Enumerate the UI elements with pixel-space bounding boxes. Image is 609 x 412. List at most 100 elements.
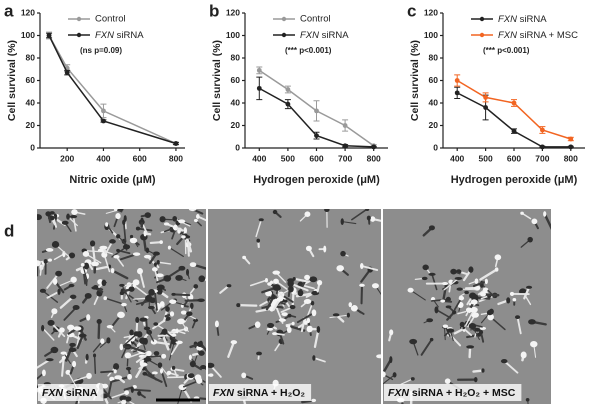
cell-body xyxy=(454,276,463,281)
cell-process xyxy=(208,374,213,377)
y-tick-label: 100 xyxy=(21,30,35,40)
cell-body xyxy=(316,279,323,286)
cell-process xyxy=(155,323,172,334)
annotation: (*** p<0.001) xyxy=(285,46,332,55)
cell-body xyxy=(543,211,547,217)
cell-body xyxy=(156,259,160,265)
cell-body xyxy=(256,351,262,356)
data-point xyxy=(101,118,106,124)
cell-process xyxy=(185,235,193,253)
cell-body xyxy=(350,304,358,312)
cell-process xyxy=(255,307,273,313)
cell-body xyxy=(84,292,92,299)
cell-body xyxy=(132,282,136,289)
cell-process xyxy=(430,298,450,302)
cell-body xyxy=(50,346,59,354)
cell-body xyxy=(37,260,41,267)
y-tick-label: 100 xyxy=(424,30,438,40)
cell-process xyxy=(107,378,113,397)
cell-body xyxy=(359,283,365,287)
y-axis-label: Cell survival (%) xyxy=(409,40,421,121)
cell-body xyxy=(494,267,499,272)
cell-process xyxy=(374,285,381,296)
cell-process xyxy=(293,277,310,283)
cell-body xyxy=(531,218,538,225)
cell-process xyxy=(503,360,519,374)
cell-body xyxy=(139,317,148,322)
cell-process xyxy=(160,370,168,387)
cell-process xyxy=(117,249,131,255)
cell-body xyxy=(119,291,125,296)
cell-body xyxy=(434,306,439,314)
cell-body xyxy=(348,302,353,308)
cell-body xyxy=(96,319,102,325)
cell-body xyxy=(304,211,311,217)
cell-body xyxy=(312,355,316,361)
cell-body xyxy=(41,369,46,377)
cell-body xyxy=(106,324,114,329)
cell-body xyxy=(273,278,279,284)
cell-process xyxy=(227,341,235,358)
cell-body xyxy=(311,398,317,403)
cell-body xyxy=(119,343,124,351)
cell-process xyxy=(53,253,65,261)
legend-marker xyxy=(281,16,287,22)
cell-body xyxy=(57,288,61,295)
y-tick-label: 60 xyxy=(429,75,439,85)
legend-marker xyxy=(479,16,485,22)
cell-process xyxy=(472,280,488,288)
cell-body xyxy=(487,313,494,321)
cell-body xyxy=(479,292,486,297)
cell-body xyxy=(45,248,54,252)
cell-body xyxy=(276,297,284,302)
cell-body xyxy=(101,279,107,287)
cell-body xyxy=(68,347,77,353)
y-tick-label: 80 xyxy=(429,52,439,62)
cell-body xyxy=(157,362,163,369)
cell-body xyxy=(136,268,143,275)
cell-body xyxy=(230,340,238,345)
cell-process xyxy=(37,215,40,221)
cell-process xyxy=(255,219,262,238)
cell-body xyxy=(479,329,484,335)
micrograph xyxy=(383,209,551,404)
cell-body xyxy=(266,327,274,331)
cell-body xyxy=(41,324,45,332)
cells xyxy=(208,209,381,404)
cell-process xyxy=(143,372,163,383)
cell-body xyxy=(289,305,296,310)
label-background xyxy=(384,384,522,401)
x-tick-label: 800 xyxy=(564,153,578,163)
cell-body xyxy=(167,245,171,250)
cell-body xyxy=(264,277,269,283)
cell-body xyxy=(175,328,179,334)
cell-body xyxy=(445,305,452,309)
cell-body xyxy=(129,329,134,336)
cell-body xyxy=(281,312,288,317)
cell-body xyxy=(178,219,186,224)
y-tick-label: 20 xyxy=(429,120,439,130)
cell-body xyxy=(288,285,294,293)
data-point xyxy=(454,90,460,96)
cell-body xyxy=(171,292,176,296)
cell-body xyxy=(272,284,281,291)
cell-body xyxy=(370,216,376,222)
cell-body xyxy=(159,368,164,374)
cell-body xyxy=(100,338,105,345)
y-tick-label: 80 xyxy=(231,52,241,62)
cell-process xyxy=(523,286,531,300)
x-tick-label: 600 xyxy=(507,153,521,163)
cell-body xyxy=(297,289,304,297)
legend-label: FXN siRNA xyxy=(300,30,349,41)
cell-body xyxy=(161,328,168,335)
cell-process xyxy=(121,284,132,303)
cell-process xyxy=(447,332,462,347)
cell-body xyxy=(135,226,141,231)
cell-body xyxy=(188,209,197,212)
x-axis-label: Hydrogen peroxide (μM) xyxy=(253,174,380,186)
cell-body xyxy=(190,302,194,310)
cell-body xyxy=(208,362,215,369)
legend-marker xyxy=(281,32,287,38)
cell-body xyxy=(67,324,75,331)
cell-body xyxy=(133,331,140,337)
